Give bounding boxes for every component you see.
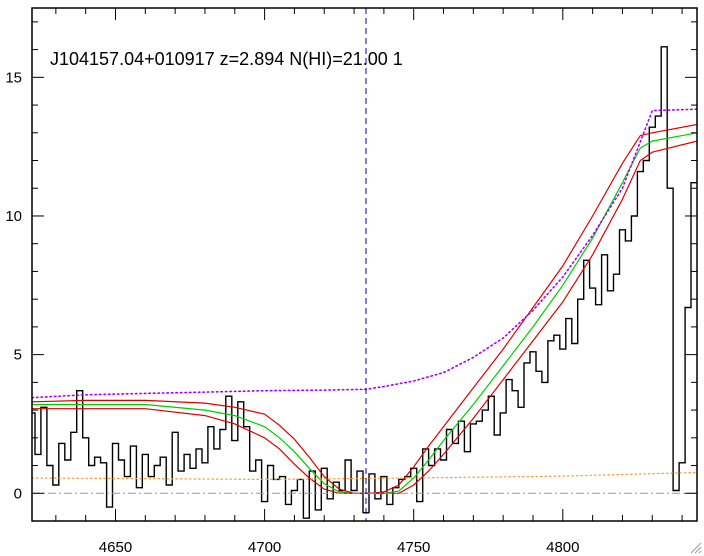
series-layer: [32, 46, 697, 519]
y-tick-label: 5: [14, 347, 22, 364]
x-tick-label: 4800: [546, 539, 579, 556]
series-flux: [32, 46, 697, 519]
series-error: [32, 471, 697, 481]
y-tick-label: 15: [5, 69, 22, 86]
reference-lines: [32, 8, 697, 521]
axis-ticks: 4650 4700 4750 4800 0 5 10 15: [5, 8, 697, 556]
series-model-upper: [32, 123, 697, 494]
resize-grip-icon[interactable]: [688, 540, 702, 554]
plot-frame: [31, 7, 698, 522]
series-model-lower: [32, 140, 697, 494]
x-tick-label: 4750: [397, 539, 430, 556]
series-upper-continuum: [32, 108, 697, 399]
x-tick-label: 4650: [99, 539, 132, 556]
x-tick-label: 4700: [248, 539, 281, 556]
chart-title: J104157.04+010917 z=2.894 N(HI)=21.00 1: [50, 49, 403, 69]
y-tick-label: 10: [5, 208, 22, 225]
y-tick-label: 0: [14, 485, 22, 502]
